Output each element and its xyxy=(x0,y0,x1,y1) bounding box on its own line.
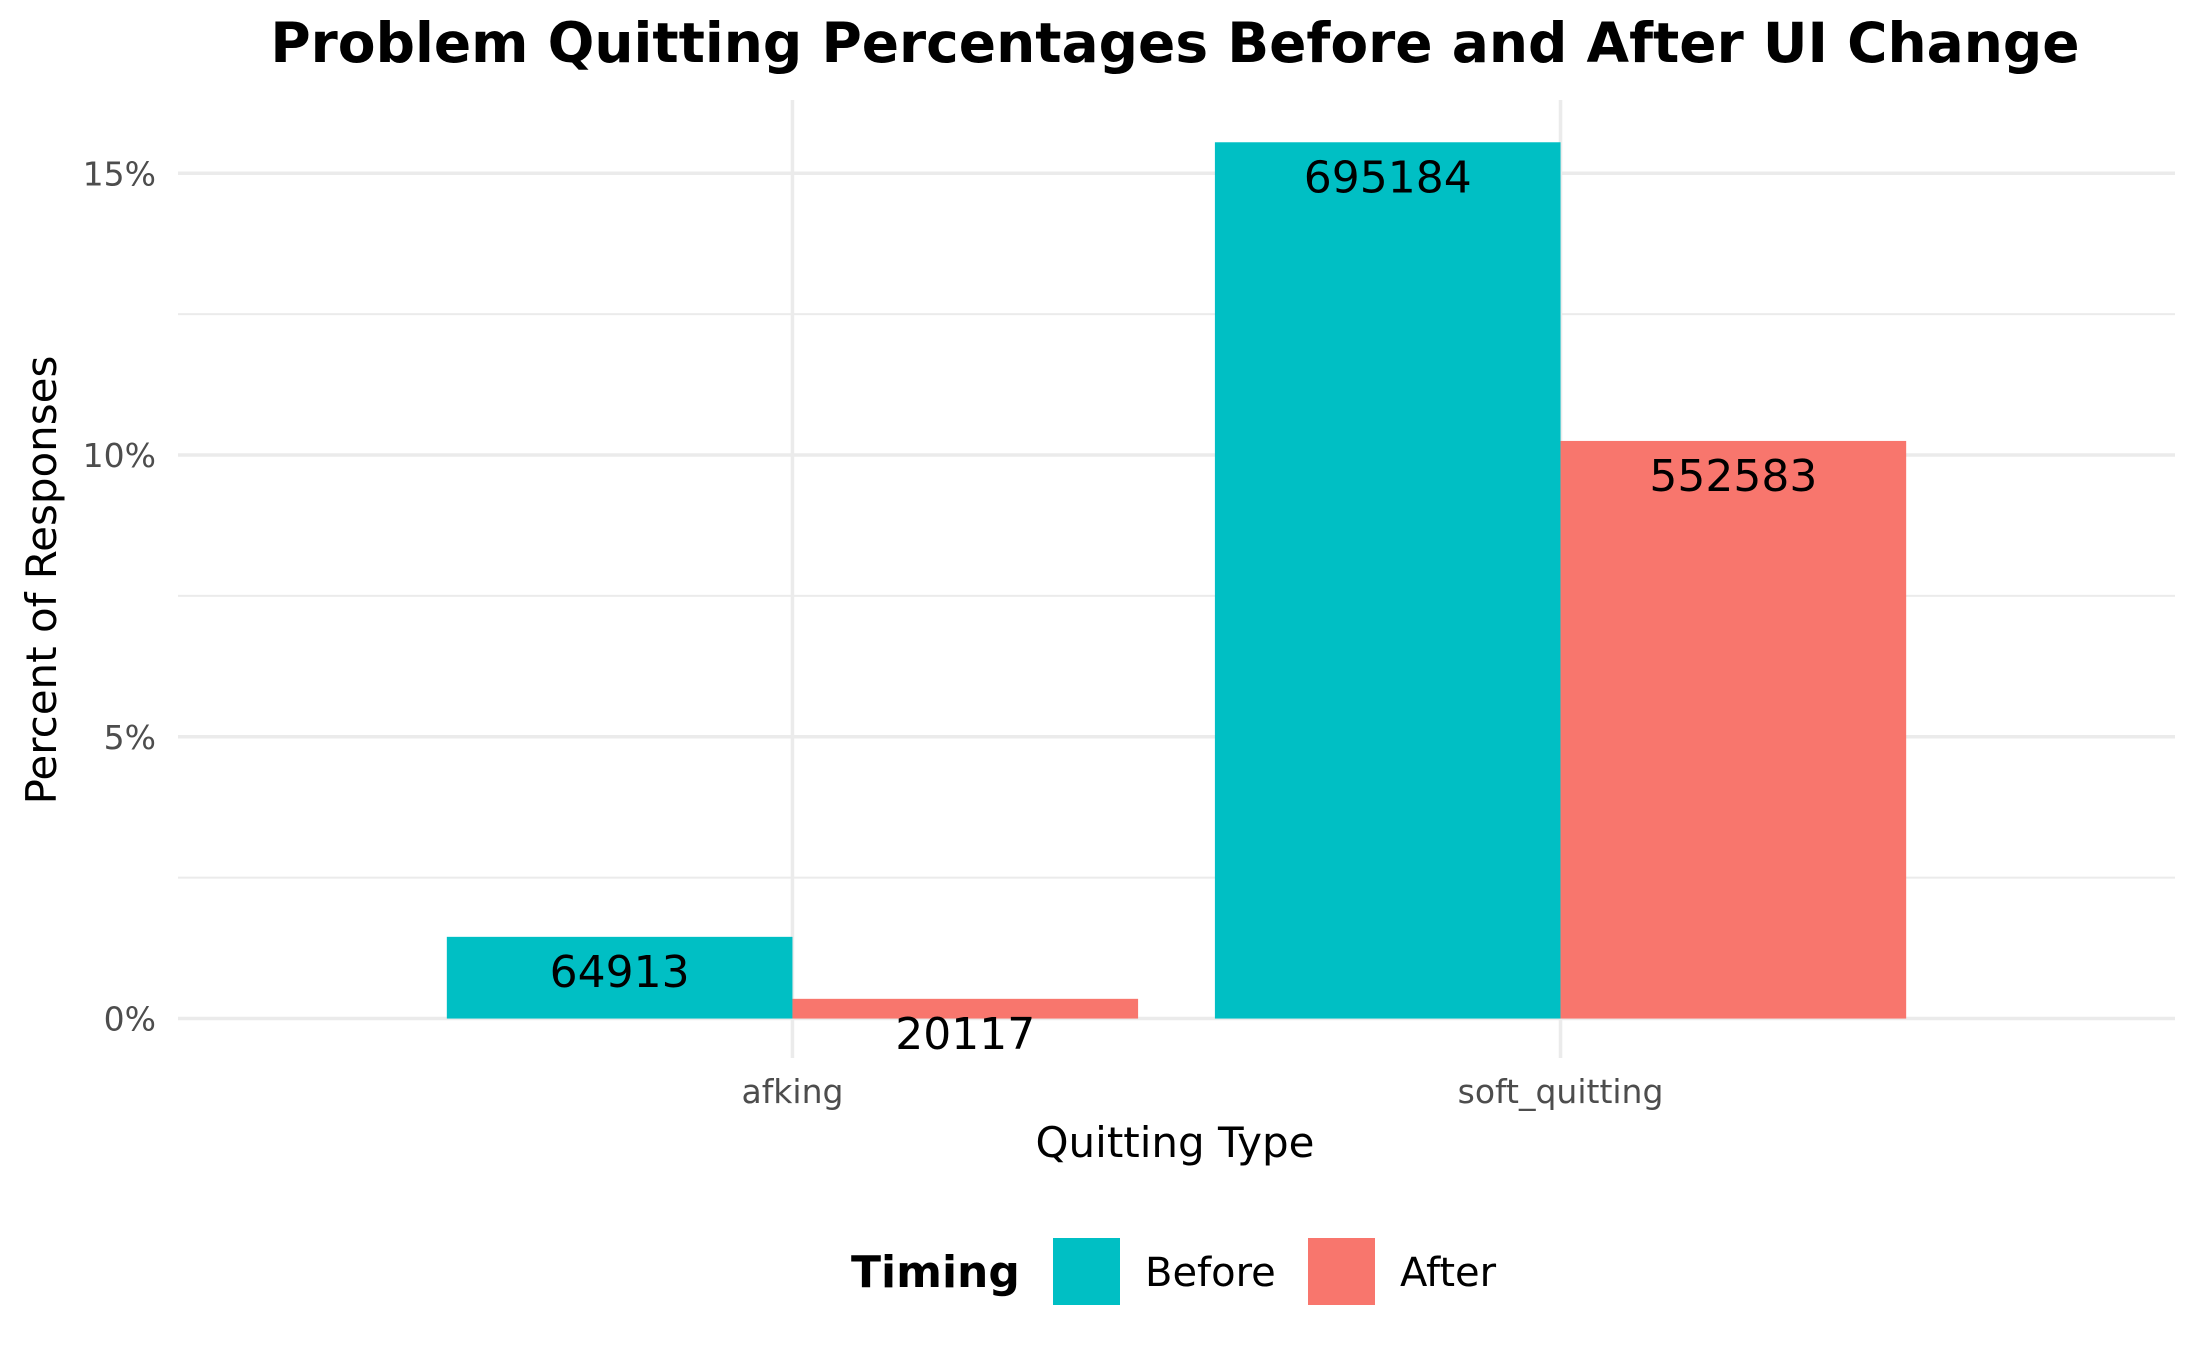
bars xyxy=(446,142,1907,1019)
data-label: 552583 xyxy=(1649,451,1817,502)
y-axis-ticks: 0% 5% 10% 15% xyxy=(83,154,156,1038)
bar-before-soft_quitting xyxy=(1214,142,1561,1019)
legend-title: Timing xyxy=(851,1247,1020,1298)
x-axis-ticks: afking soft_quitting xyxy=(741,1072,1663,1111)
y-tick-label: 15% xyxy=(83,154,156,193)
legend-swatch-before xyxy=(1053,1238,1120,1305)
legend-swatch-after xyxy=(1308,1238,1375,1305)
data-labels: 64913 695184 20117 552583 xyxy=(550,152,1818,1060)
x-tick-label: soft_quitting xyxy=(1458,1072,1664,1111)
legend-label-before: Before xyxy=(1145,1250,1276,1296)
chart-title: Problem Quitting Percentages Before and … xyxy=(270,11,2079,75)
x-axis-title: Quitting Type xyxy=(1035,1118,1314,1167)
bar-before-afking xyxy=(446,936,793,1019)
legend-label-after: After xyxy=(1400,1250,1497,1296)
x-tick-label: afking xyxy=(741,1072,843,1111)
y-tick-label: 5% xyxy=(104,718,156,757)
bar-after-soft_quitting xyxy=(1560,440,1907,1019)
y-tick-label: 10% xyxy=(83,436,156,475)
legend: Timing Before After xyxy=(851,1238,1497,1305)
data-label: 695184 xyxy=(1304,152,1472,203)
data-label: 64913 xyxy=(550,947,690,998)
y-axis-title: Percent of Responses xyxy=(17,356,66,805)
bar-after-afking xyxy=(792,998,1139,1019)
y-tick-label: 0% xyxy=(104,1000,156,1039)
data-label: 20117 xyxy=(895,1009,1035,1060)
